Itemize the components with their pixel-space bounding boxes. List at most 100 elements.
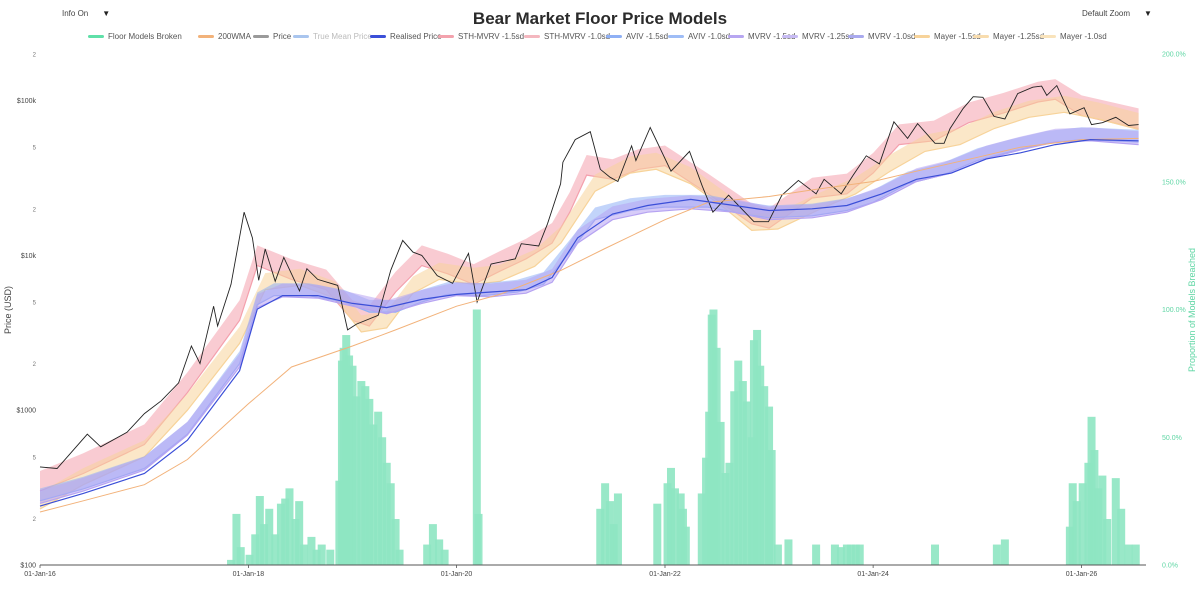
breach-bar: [295, 501, 304, 565]
legend-item[interactable]: Mayer -1.25sd: [973, 32, 1044, 41]
x-tick-label: 01-Jan-20: [441, 571, 473, 578]
breach-bar: [227, 559, 236, 565]
legend-label: 200WMA: [218, 32, 251, 41]
y2-tick-label: 150.0%: [1162, 179, 1186, 186]
legend-label: Mayer -1.25sd: [993, 32, 1045, 41]
breach-bar: [725, 462, 734, 565]
breach-bar: [474, 513, 483, 565]
y2-tick-label: 0.0%: [1162, 563, 1178, 570]
breach-bar: [386, 483, 395, 565]
legend-item[interactable]: Mayer -1.0sd: [1040, 32, 1107, 41]
y-tick-label: 5: [33, 455, 37, 461]
series-line-realised-price: [39, 138, 1139, 507]
breach-bar: [670, 488, 679, 565]
legend-item[interactable]: Price: [253, 32, 291, 41]
legend-swatch: [728, 35, 744, 38]
x-tick-label: 01-Jan-24: [857, 571, 889, 578]
breach-bar: [251, 534, 260, 565]
legend-label: STH-MVRV -1.5sd: [458, 32, 525, 41]
legend-item[interactable]: STH-MVRV -1.5sd: [438, 32, 524, 41]
legend-item[interactable]: MVRV -1.25sd: [782, 32, 854, 41]
legend-label: Price: [273, 32, 292, 41]
breach-bar: [1131, 544, 1140, 565]
breach-bar: [931, 544, 940, 565]
legend-swatch: [606, 35, 622, 38]
breach-bar: [276, 503, 285, 565]
legend-item[interactable]: STH-MVRV -1.0sd: [524, 32, 610, 41]
breach-bar: [423, 544, 432, 565]
breach-bar: [260, 524, 269, 565]
legend-label: Floor Models Broken: [108, 32, 182, 41]
info-toggle-label: Info On: [62, 9, 89, 18]
breach-bar: [271, 534, 280, 565]
legend-swatch: [253, 35, 269, 38]
breach-bar: [245, 554, 254, 565]
legend-item[interactable]: MVRV -1.5sd: [728, 32, 795, 41]
legend-item[interactable]: MVRV -1.0sd: [848, 32, 915, 41]
breach-bar: [369, 424, 378, 565]
breach-bar: [697, 493, 706, 565]
breach-bar: [742, 401, 751, 565]
zoom-dropdown[interactable]: Default Zoom ▼: [1082, 9, 1152, 18]
breach-bar: [232, 513, 241, 565]
breach-bar: [613, 493, 622, 565]
legend-swatch: [370, 35, 386, 38]
y-tick-label: 2: [33, 362, 37, 368]
breach-bar: [734, 360, 743, 565]
breach-bar: [784, 539, 793, 565]
x-tick-label: 01-Jan-16: [24, 571, 56, 578]
breach-bar: [609, 524, 618, 565]
legend-swatch: [782, 35, 798, 38]
breach-bar: [428, 524, 437, 565]
breach-bar: [378, 437, 387, 565]
chevron-down-icon: ▼: [1144, 9, 1152, 18]
legend-swatch: [848, 35, 864, 38]
breach-bar: [596, 508, 605, 565]
legend-item[interactable]: Floor Models Broken: [88, 32, 182, 41]
breach-bar: [760, 386, 769, 565]
legend-label: MVRV -1.25sd: [802, 32, 854, 41]
legend-label: True Mean Price: [313, 32, 372, 41]
breach-bar: [716, 421, 725, 565]
breach-bar: [312, 549, 321, 565]
breach-bar: [285, 488, 294, 565]
breach-bar: [830, 544, 839, 565]
breach-bar: [846, 544, 855, 565]
y-tick-label: $10k: [21, 253, 37, 260]
breach-bar: [307, 536, 316, 565]
breach-bar: [440, 549, 449, 565]
chevron-down-icon: ▼: [102, 9, 111, 18]
y-tick-label: 2: [33, 517, 37, 523]
breach-bar: [1098, 475, 1107, 565]
legend-label: MVRV -1.0sd: [868, 32, 916, 41]
breach-bar: [773, 544, 782, 565]
legend-item[interactable]: True Mean Price: [293, 32, 372, 41]
legend-swatch: [88, 35, 104, 38]
legend-item[interactable]: Realised Price: [370, 32, 442, 41]
legend-label: AVIV -1.0sd: [688, 32, 731, 41]
legend-swatch: [973, 35, 989, 38]
breach-bar: [435, 539, 444, 565]
breach-bar: [352, 396, 361, 565]
legend-item[interactable]: Mayer -1.5sd: [914, 32, 981, 41]
y-tick-label: $1000: [17, 408, 37, 415]
breach-bar: [317, 544, 326, 565]
breach-bar: [1000, 539, 1009, 565]
y-tick-label: $100k: [17, 98, 37, 105]
x-tick-label: 01-Jan-22: [649, 571, 681, 578]
legend-item[interactable]: AVIV -1.0sd: [668, 32, 730, 41]
breach-bar: [281, 498, 290, 565]
legend-item[interactable]: AVIV -1.5sd: [606, 32, 668, 41]
x-tick-label: 01-Jan-26: [1066, 571, 1098, 578]
info-toggle[interactable]: Info On ▼: [62, 9, 110, 18]
legend-item[interactable]: 200WMA: [198, 32, 251, 41]
legend-swatch: [438, 35, 454, 38]
breach-bar: [395, 549, 404, 565]
legend-swatch: [1040, 35, 1056, 38]
breach-bar: [326, 549, 335, 565]
y-tick-label: 2: [33, 207, 37, 213]
y2-axis-title: Proportion of Models Breached: [1187, 248, 1197, 372]
breach-bar: [767, 450, 776, 565]
breach-bar: [601, 483, 610, 565]
